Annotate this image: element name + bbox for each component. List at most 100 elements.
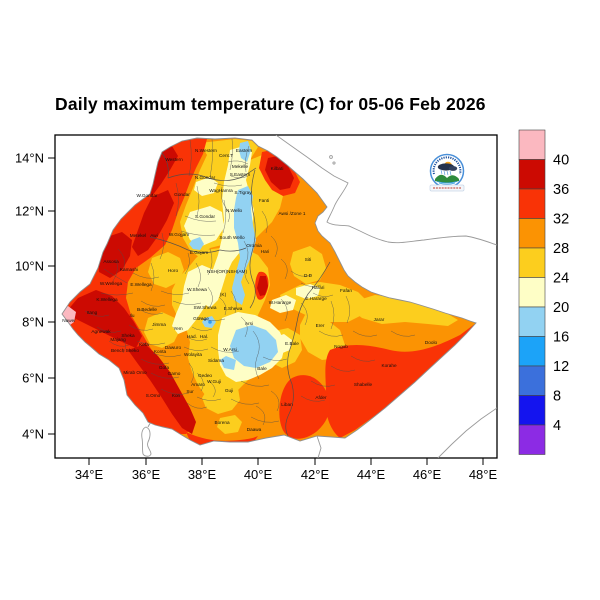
water-icon	[436, 181, 458, 185]
zone-label: Gondar	[174, 192, 190, 197]
zone-label: Nuwer	[62, 318, 76, 323]
x-tick-label: 34°E	[75, 467, 104, 482]
zone-label: E.Wellega	[130, 282, 152, 287]
zone-label: Agnewak	[91, 329, 111, 334]
zone-label: S.Omo	[146, 393, 161, 398]
zone-label: NSH(OR)	[207, 269, 227, 274]
zone-label: E.Shewa	[224, 306, 243, 311]
colorbar-cell	[518, 277, 546, 308]
x-tick-label: 40°E	[244, 467, 273, 482]
zone-label: Hari	[261, 249, 270, 254]
zone-label: Ilu	[130, 313, 135, 318]
zone-label: Mirab Omo	[123, 370, 147, 375]
colorbar-value: 32	[553, 212, 569, 228]
zone-label: Kilbati	[271, 166, 284, 171]
colorbar-value: 24	[553, 271, 569, 287]
zone-label: Horo	[168, 268, 179, 273]
zone-label: Wolayita	[184, 352, 202, 357]
zone-label: Oromia	[246, 243, 262, 248]
zone-label: W.Gondar	[136, 193, 158, 198]
zone-label: Daawa	[247, 427, 262, 432]
zone-label: Awi	[150, 233, 157, 238]
rain-icon	[440, 169, 452, 176]
zone-label: Konta	[154, 349, 167, 354]
zone-label: S.Gondar	[195, 214, 216, 219]
colorbar-cell	[518, 306, 546, 337]
zone-label: Hal.	[200, 334, 208, 339]
zone-label: Assosa	[103, 259, 119, 264]
zone-label: Korahe	[381, 363, 397, 368]
y-tick-label: 6°N	[22, 371, 44, 386]
y-tick-label: 12°N	[15, 204, 44, 219]
y-tick-label: 14°N	[15, 151, 44, 166]
zone-label: S.Tigray	[234, 190, 252, 195]
zone-label: Awsi /Zone 1	[278, 211, 305, 216]
logo-ribbon	[429, 184, 465, 192]
zone-label: Jimma	[152, 322, 166, 327]
y-tick-label: 4°N	[22, 427, 44, 442]
zone-label: Mekelle	[232, 164, 249, 169]
zone-label: W.Shewa	[187, 287, 207, 292]
zone-label: Eastern	[236, 148, 253, 153]
colorbar-cell	[518, 336, 546, 367]
zone-label: Fanti	[259, 198, 269, 203]
colorbar-value: 36	[553, 182, 569, 198]
y-tick-label: 8°N	[22, 315, 44, 330]
colorbar-cell	[518, 247, 546, 278]
colorbar-value: 28	[553, 241, 569, 257]
zone-label: Dawuro	[165, 345, 182, 350]
zone-label: Yem	[173, 326, 182, 331]
zone-label: W.Guji	[207, 379, 221, 384]
colorbar-value: 12	[553, 359, 569, 375]
zone-label: S.Eastern	[230, 172, 251, 177]
zone-label: Metekel	[130, 233, 146, 238]
colorbar-value: 8	[553, 389, 561, 405]
colorbar-value: 40	[553, 153, 569, 169]
zone-label: Shabelle	[354, 382, 373, 387]
zone-label: N.Wello	[226, 208, 243, 213]
zone-label: Gamo	[168, 371, 181, 376]
zone-label: Itang	[87, 310, 98, 315]
zone-label: Borena	[214, 420, 230, 425]
zone-label: Sidama	[208, 358, 224, 363]
colorbar-value: 4	[553, 418, 561, 434]
zone-label: Gurage	[193, 316, 209, 321]
zone-label: Jarar	[374, 317, 385, 322]
zone-label: Siti	[305, 257, 312, 262]
zone-label: (K)	[220, 292, 227, 297]
colorbar-cell	[518, 218, 546, 249]
y-tick-label: 10°N	[15, 259, 44, 274]
x-tick-label: 46°E	[413, 467, 442, 482]
zone-label: Sheka	[121, 333, 135, 338]
zone-label: WagHamra	[209, 188, 233, 193]
colorbar-cell	[518, 188, 546, 219]
x-tick-label: 36°E	[132, 467, 161, 482]
y-axis: 14°N 12°N 10°N 8°N 6°N 4°N	[15, 151, 55, 442]
colorbar-value: 16	[553, 330, 569, 346]
zone-label: Nogob	[334, 344, 348, 349]
zone-label: Kefa	[139, 342, 149, 347]
page-title: Daily maximum temperature (C) for 05-06 …	[55, 94, 486, 114]
zone-label: Arsi	[245, 321, 253, 326]
zone-label: Sur	[186, 389, 194, 394]
zone-label: E.Bale	[285, 341, 299, 346]
zone-label: Bench Sheko	[111, 348, 139, 353]
zone-label: Majang	[110, 337, 126, 342]
zone-label: Western	[165, 157, 183, 162]
zone-label: SW.Shewa	[194, 305, 217, 310]
zone-label: Erer	[316, 323, 325, 328]
x-tick-label: 44°E	[357, 467, 386, 482]
zone-label: Kamashi	[120, 267, 138, 272]
zone-label: B.Bedelle	[137, 307, 157, 312]
colorbar-cell	[518, 365, 546, 396]
colorbar-cell	[518, 424, 546, 455]
colorbar-cell	[518, 129, 546, 160]
zone-label: Afder	[315, 395, 327, 400]
zone-label: Kon	[172, 393, 181, 398]
zone-label: W.Wellega	[100, 281, 123, 286]
zone-label: South Wello	[219, 235, 245, 240]
x-tick-label: 38°E	[188, 467, 217, 482]
zone-label: Doolo	[425, 340, 438, 345]
